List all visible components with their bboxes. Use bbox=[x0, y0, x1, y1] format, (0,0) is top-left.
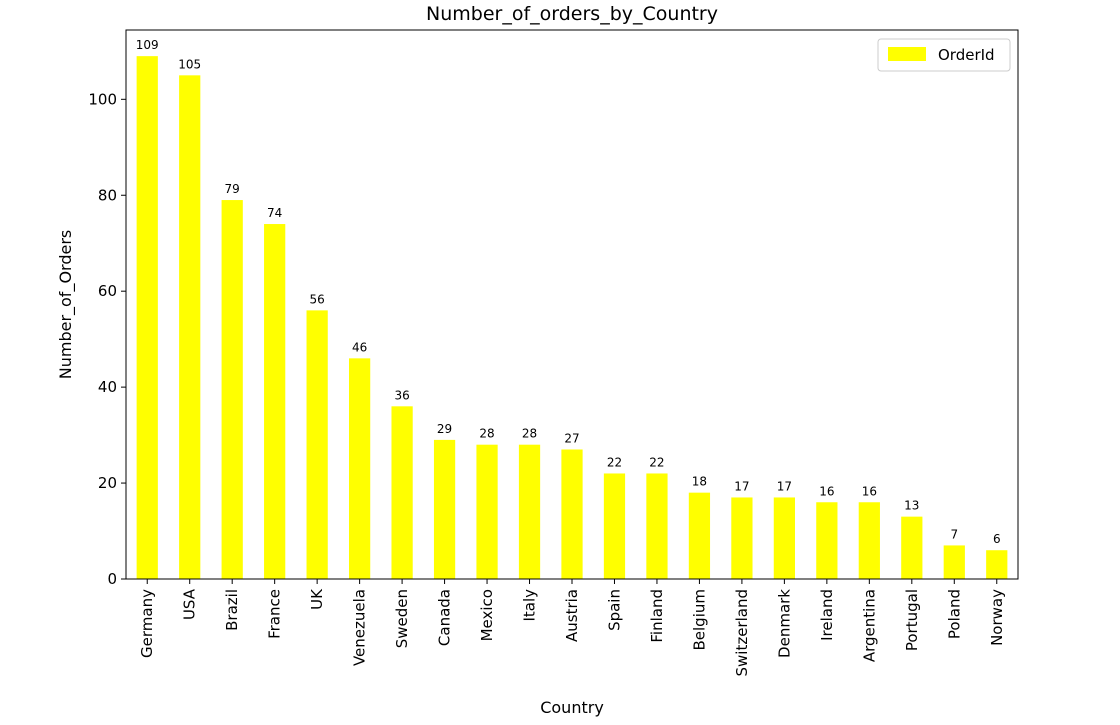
bar-canada bbox=[433, 439, 456, 579]
bar-switzerland bbox=[731, 497, 753, 579]
data-label: 36 bbox=[394, 388, 409, 402]
data-label: 17 bbox=[734, 479, 749, 493]
x-tick-label: Austria bbox=[563, 589, 581, 642]
y-tick-label: 60 bbox=[98, 282, 117, 300]
data-label: 46 bbox=[352, 340, 367, 354]
data-label: 27 bbox=[564, 431, 579, 445]
x-tick-label: Belgium bbox=[690, 589, 708, 651]
bar-belgium bbox=[688, 492, 711, 579]
x-tick-label: Italy bbox=[521, 589, 539, 622]
data-label: 7 bbox=[950, 527, 958, 541]
legend: OrderId bbox=[877, 38, 1011, 72]
data-label: 109 bbox=[136, 38, 159, 52]
x-tick-label: France bbox=[266, 589, 284, 639]
y-tick-label: 40 bbox=[98, 378, 117, 396]
data-label: 16 bbox=[862, 484, 877, 498]
y-tick-label: 100 bbox=[88, 90, 117, 108]
data-label: 22 bbox=[649, 455, 664, 469]
bar-sweden bbox=[391, 406, 413, 579]
legend-label: OrderId bbox=[938, 46, 995, 64]
y-axis-label: Number_of_Orders bbox=[56, 230, 76, 380]
x-tick-label: UK bbox=[308, 588, 326, 610]
x-tick-label: Mexico bbox=[478, 589, 496, 641]
bar-venezuela bbox=[349, 358, 371, 579]
bar-mexico bbox=[476, 444, 498, 579]
x-tick-label: USA bbox=[181, 588, 199, 620]
bars-group bbox=[136, 56, 1008, 580]
data-labels-group: 109 105 79 74 56 46 36 29 28 28 27 22 22 18 17 17 16 16 13… bbox=[136, 38, 1001, 546]
data-label: 56 bbox=[310, 292, 325, 306]
data-label: 74 bbox=[267, 206, 282, 220]
bar-usa bbox=[179, 75, 201, 580]
bar-austria bbox=[561, 449, 583, 579]
bar-france bbox=[264, 224, 286, 579]
y-tick-label: 20 bbox=[98, 474, 117, 492]
data-label: 17 bbox=[777, 479, 792, 493]
x-tick-label: Norway bbox=[988, 589, 1006, 646]
x-tick-label: Argentina bbox=[860, 589, 878, 662]
bar-ireland bbox=[816, 502, 838, 579]
bar-germany bbox=[136, 56, 158, 579]
data-label: 28 bbox=[522, 427, 537, 441]
y-tick-label: 0 bbox=[107, 570, 117, 588]
plot-area-frame bbox=[125, 29, 1019, 580]
data-label: 16 bbox=[819, 484, 834, 498]
bar-denmark bbox=[773, 497, 795, 579]
data-label: 29 bbox=[437, 422, 452, 436]
x-axis-ticks: Germany USA Brazil France UK Venezuela Sweden C… bbox=[138, 579, 1006, 677]
y-tick-label: 80 bbox=[98, 186, 117, 204]
bar-spain bbox=[603, 473, 626, 579]
bar-finland bbox=[646, 473, 668, 579]
data-label: 22 bbox=[607, 455, 622, 469]
data-label: 18 bbox=[692, 475, 707, 489]
x-tick-label: Brazil bbox=[223, 589, 241, 631]
x-tick-label: Poland bbox=[945, 589, 963, 639]
bar-uk bbox=[306, 310, 328, 579]
legend-swatch bbox=[888, 47, 926, 61]
bar-argentina bbox=[858, 502, 880, 579]
x-tick-label: Spain bbox=[605, 589, 623, 631]
bar-italy bbox=[518, 444, 541, 579]
x-tick-label: Portugal bbox=[903, 589, 921, 651]
bar-poland bbox=[943, 545, 965, 579]
x-tick-label: Ireland bbox=[818, 589, 836, 641]
data-label: 6 bbox=[993, 532, 1001, 546]
bar-portugal bbox=[901, 516, 923, 579]
data-label: 79 bbox=[225, 182, 240, 196]
x-tick-label: Switzerland bbox=[733, 589, 751, 677]
x-tick-label: Germany bbox=[138, 589, 156, 658]
x-tick-label: Canada bbox=[436, 589, 454, 646]
chart-title: Number_of_orders_by_Country bbox=[426, 3, 718, 25]
x-tick-label: Venezuela bbox=[351, 589, 369, 666]
bar-norway bbox=[986, 550, 1008, 579]
x-tick-label: Sweden bbox=[393, 589, 411, 648]
data-label: 105 bbox=[178, 57, 201, 71]
x-tick-label: Denmark bbox=[775, 589, 793, 658]
data-label: 28 bbox=[479, 427, 494, 441]
y-axis-ticks: 0 20 40 60 80 100 bbox=[88, 90, 126, 588]
data-label: 13 bbox=[904, 499, 919, 513]
x-tick-label: Finland bbox=[648, 589, 666, 643]
bar-brazil bbox=[221, 200, 243, 579]
x-axis-label: Country bbox=[540, 698, 604, 717]
